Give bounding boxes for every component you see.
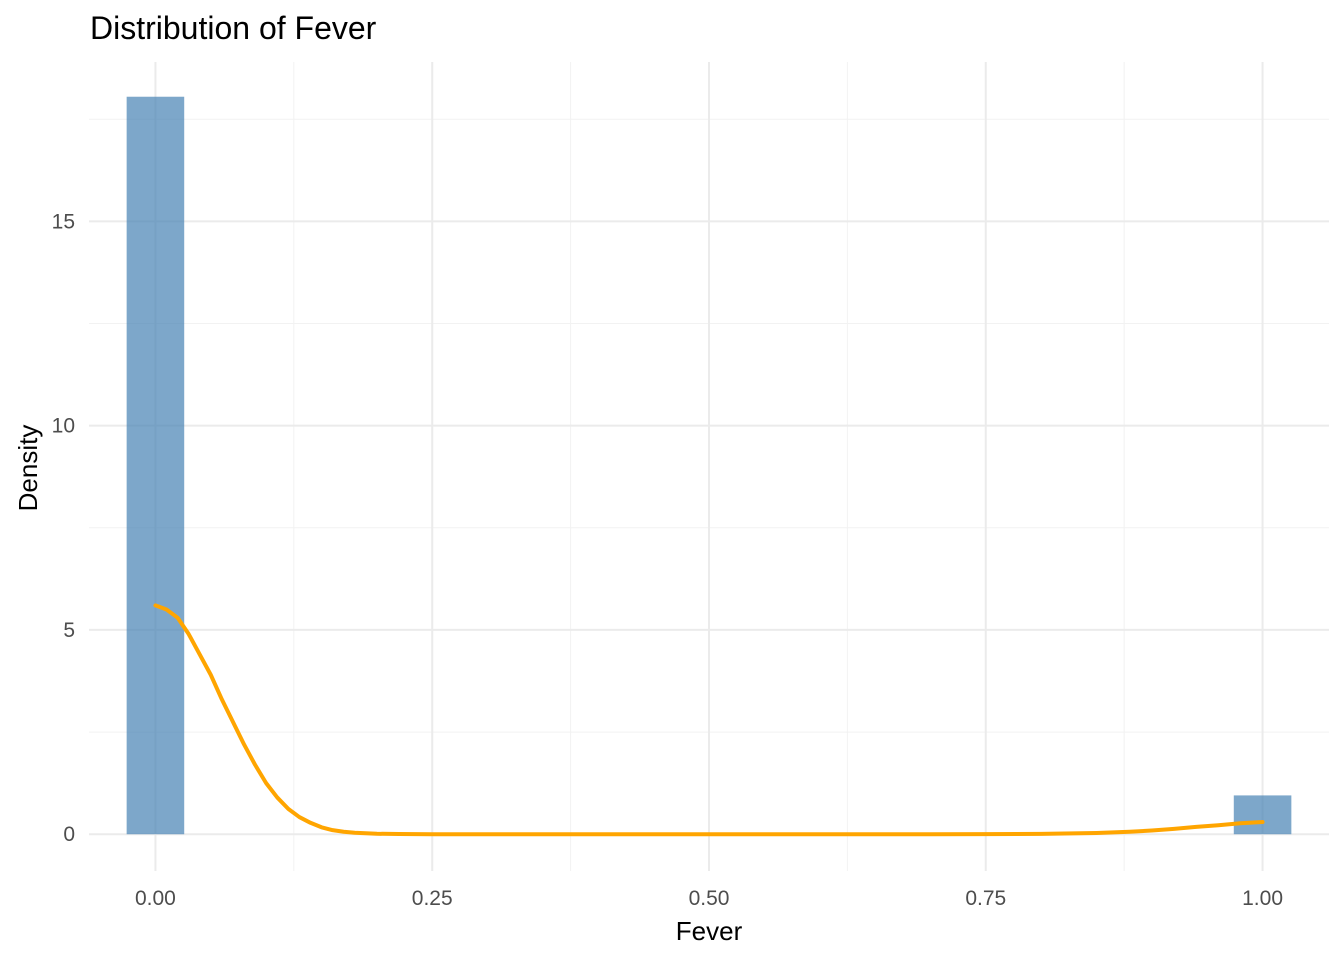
density-curve <box>153 603 1265 837</box>
y-tick-label-2: 10 <box>52 415 75 438</box>
x-axis-tick-labels: 0.00 0.25 0.50 0.75 1.00 <box>135 887 1283 910</box>
x-tick-label-0: 0.00 <box>135 887 176 910</box>
y-axis-tick-labels: 0 5 10 15 <box>52 210 75 846</box>
histogram-bar-0 <box>126 96 185 835</box>
y-tick-label-1: 5 <box>63 619 75 642</box>
x-tick-label-4: 1.00 <box>1242 887 1283 910</box>
y-tick-label-0: 0 <box>63 823 75 846</box>
x-axis-title: Fever <box>676 916 743 946</box>
major-gridlines <box>89 62 1329 871</box>
histogram-bar-1 <box>1233 795 1292 835</box>
histogram-bars <box>126 96 1292 835</box>
chart-title: Distribution of Fever <box>90 10 377 46</box>
x-tick-label-1: 0.25 <box>412 887 453 910</box>
y-axis-title: Density <box>13 425 43 512</box>
x-tick-label-2: 0.50 <box>689 887 730 910</box>
y-tick-label-3: 15 <box>52 210 75 233</box>
x-tick-label-3: 0.75 <box>965 887 1006 910</box>
